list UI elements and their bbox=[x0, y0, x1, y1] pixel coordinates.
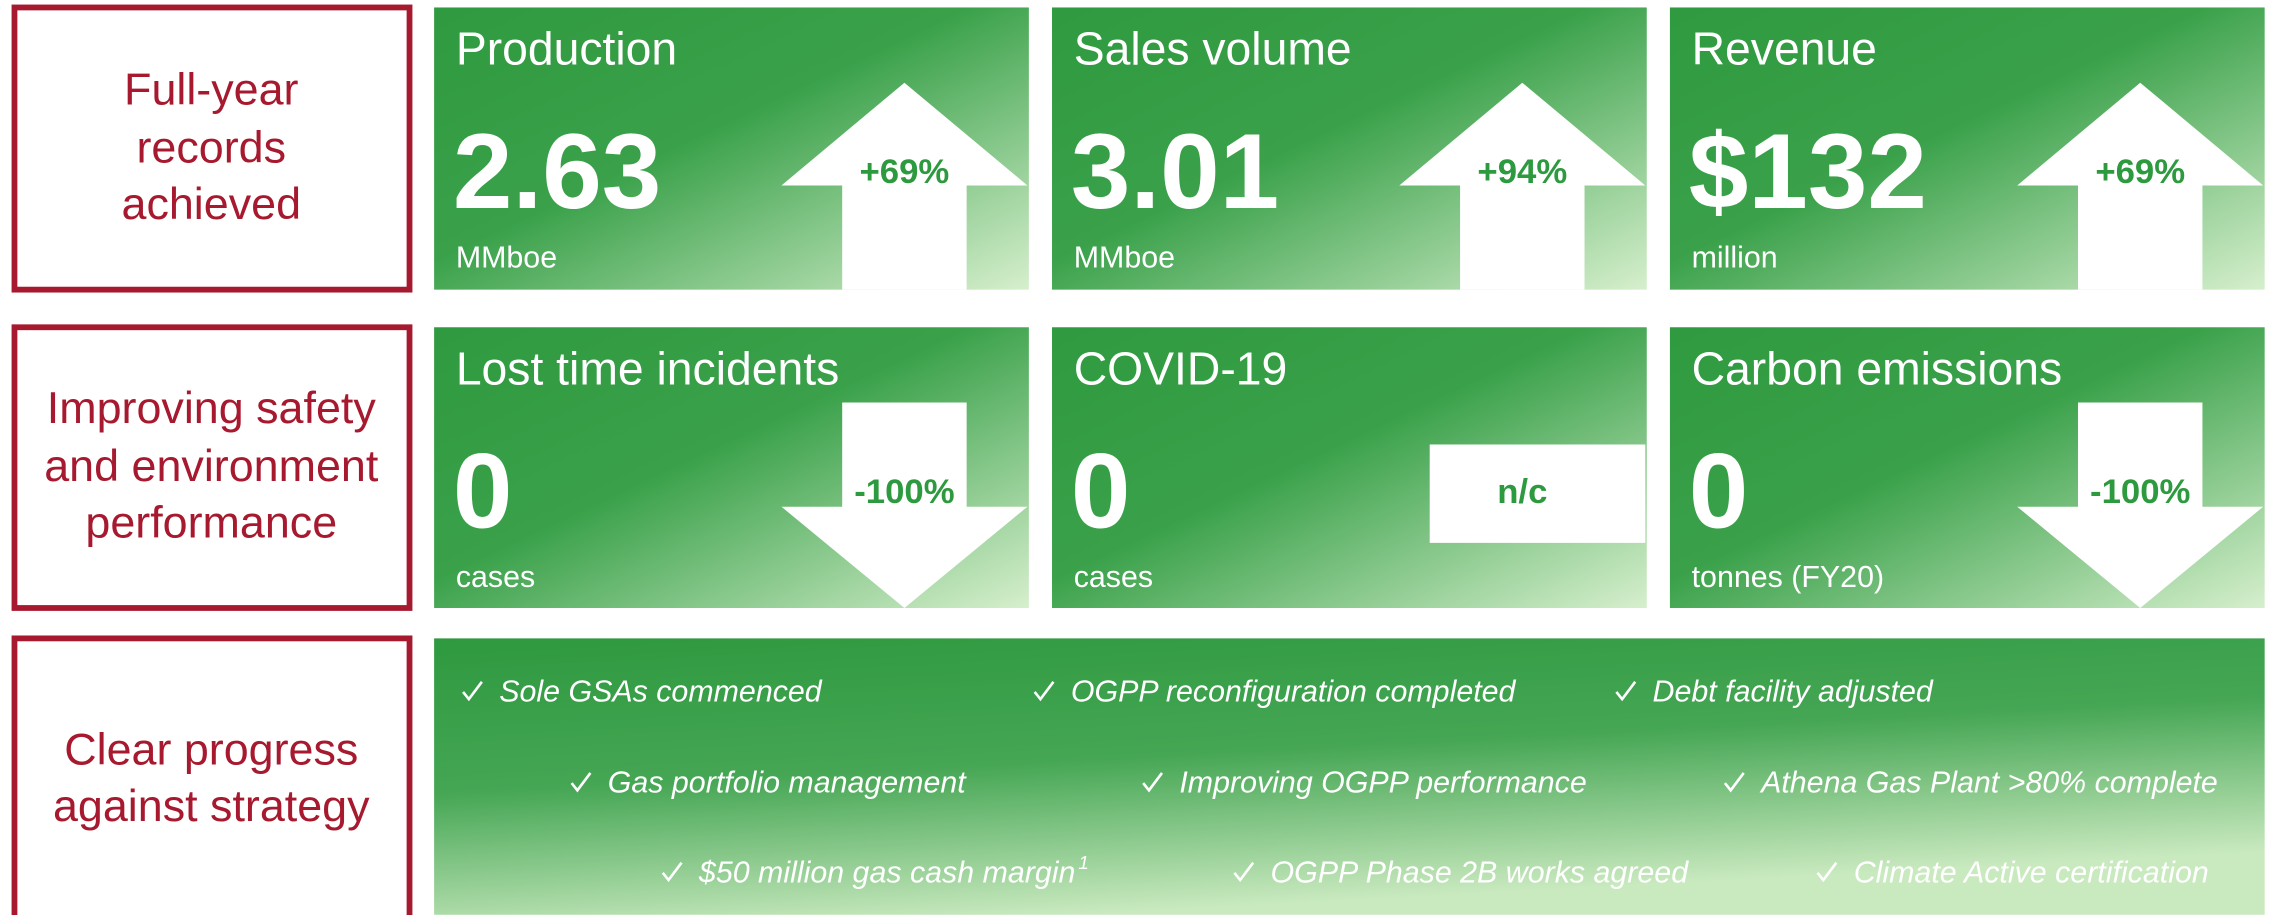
check-icon bbox=[1142, 772, 1164, 793]
strategy-item: Athena Gas Plant >80% complete bbox=[1759, 766, 2218, 800]
change-label: +69% bbox=[860, 153, 950, 191]
tile-value: 0 bbox=[1689, 431, 1749, 551]
tile-title: Lost time incidents bbox=[456, 342, 839, 394]
footnote-mark: 1 bbox=[1078, 852, 1088, 873]
arrow-up bbox=[2017, 82, 2264, 290]
section-label: records bbox=[137, 122, 287, 173]
change-label: n/c bbox=[1497, 473, 1547, 511]
tile-title: Production bbox=[456, 23, 677, 75]
section-label: performance bbox=[85, 496, 337, 547]
tile-title: Carbon emissions bbox=[1692, 342, 2063, 394]
strategy-item: Gas portfolio management bbox=[608, 766, 968, 800]
section-label: Full-year bbox=[124, 64, 298, 115]
strategy-item: Sole GSAs commenced bbox=[499, 674, 823, 708]
arrow-down bbox=[781, 402, 1028, 608]
change-label: +94% bbox=[1477, 153, 1567, 191]
change-label: -100% bbox=[854, 473, 954, 511]
strategy-banner bbox=[434, 638, 2265, 915]
tile-unit: MMboe bbox=[1074, 240, 1175, 274]
tile-value: 0 bbox=[1071, 431, 1131, 551]
strategy-item: OGPP Phase 2B works agreed bbox=[1271, 855, 1690, 889]
tile-title: Revenue bbox=[1692, 23, 1877, 75]
strategy-item: Improving OGPP performance bbox=[1179, 766, 1586, 800]
check-icon bbox=[1615, 681, 1637, 702]
section-label: Improving safety bbox=[47, 382, 377, 433]
section-box bbox=[11, 635, 413, 915]
section-label: achieved bbox=[122, 178, 302, 229]
arrow-down bbox=[2017, 402, 2264, 608]
tile-value: 2.63 bbox=[453, 111, 661, 231]
check-icon bbox=[1233, 861, 1255, 883]
tile-unit: MMboe bbox=[456, 240, 557, 274]
check-icon bbox=[1723, 772, 1745, 793]
arrow-up bbox=[1399, 82, 1646, 290]
arrow-up bbox=[781, 82, 1028, 290]
tile-unit: cases bbox=[1074, 560, 1153, 594]
section-label: Clear progress bbox=[64, 724, 358, 775]
tile-value: $132 bbox=[1689, 111, 1927, 231]
change-label: -100% bbox=[2090, 473, 2190, 511]
check-icon bbox=[570, 772, 592, 793]
strategy-item: Climate Active certification bbox=[1854, 855, 2209, 889]
tile-unit: tonnes (FY20) bbox=[1692, 560, 1884, 594]
check-icon bbox=[1033, 681, 1055, 702]
section-label: and environment bbox=[44, 440, 379, 491]
check-icon bbox=[1816, 861, 1838, 883]
strategy-item: $50 million gas cash margin bbox=[698, 855, 1076, 889]
tile-unit: million bbox=[1692, 240, 1778, 274]
strategy-item: OGPP reconfiguration completed bbox=[1071, 674, 1517, 708]
strategy-item: Debt facility adjusted bbox=[1653, 674, 1934, 708]
tile-value: 3.01 bbox=[1071, 111, 1279, 231]
change-label: +69% bbox=[2095, 153, 2185, 191]
indicator-box bbox=[1429, 444, 1646, 543]
section-label: against strategy bbox=[53, 780, 370, 831]
section-box bbox=[11, 4, 413, 293]
check-icon bbox=[661, 861, 683, 883]
section-box bbox=[11, 324, 413, 611]
tile-title: Sales volume bbox=[1074, 23, 1352, 75]
tile-value: 0 bbox=[453, 431, 513, 551]
tile-unit: cases bbox=[456, 560, 535, 594]
tile-title: COVID-19 bbox=[1074, 342, 1288, 394]
check-icon bbox=[462, 681, 483, 702]
